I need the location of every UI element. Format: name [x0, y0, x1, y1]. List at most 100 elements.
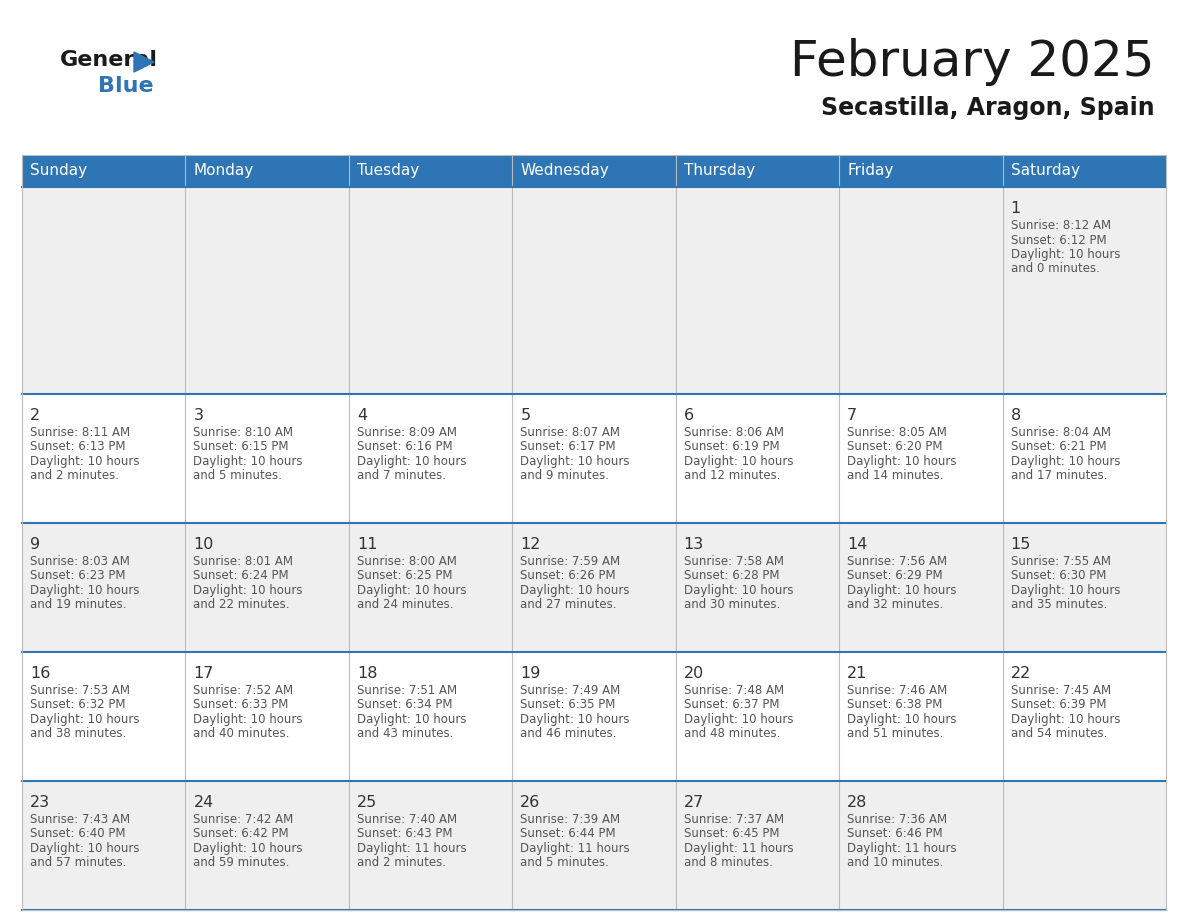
Text: and 24 minutes.: and 24 minutes.: [356, 599, 454, 611]
Text: Sunset: 6:32 PM: Sunset: 6:32 PM: [30, 699, 126, 711]
Text: Sunset: 6:39 PM: Sunset: 6:39 PM: [1011, 699, 1106, 711]
Text: Daylight: 10 hours: Daylight: 10 hours: [1011, 248, 1120, 261]
Text: and 35 minutes.: and 35 minutes.: [1011, 599, 1107, 611]
Text: Daylight: 10 hours: Daylight: 10 hours: [847, 584, 956, 597]
Text: Wednesday: Wednesday: [520, 163, 609, 178]
Text: Sunset: 6:19 PM: Sunset: 6:19 PM: [684, 440, 779, 453]
Text: Daylight: 11 hours: Daylight: 11 hours: [520, 842, 630, 855]
Text: and 57 minutes.: and 57 minutes.: [30, 856, 126, 869]
Text: Sunset: 6:45 PM: Sunset: 6:45 PM: [684, 827, 779, 840]
Text: Sunrise: 7:56 AM: Sunrise: 7:56 AM: [847, 554, 947, 567]
Text: and 54 minutes.: and 54 minutes.: [1011, 727, 1107, 740]
Text: and 14 minutes.: and 14 minutes.: [847, 469, 943, 482]
Text: and 32 minutes.: and 32 minutes.: [847, 599, 943, 611]
Text: Daylight: 10 hours: Daylight: 10 hours: [1011, 454, 1120, 467]
Text: Sunrise: 8:06 AM: Sunrise: 8:06 AM: [684, 426, 784, 439]
Text: Sunrise: 8:00 AM: Sunrise: 8:00 AM: [356, 554, 456, 567]
Text: and 7 minutes.: and 7 minutes.: [356, 469, 446, 482]
Text: 12: 12: [520, 537, 541, 552]
Text: 1: 1: [1011, 201, 1020, 216]
Text: and 8 minutes.: and 8 minutes.: [684, 856, 772, 869]
Text: Sunset: 6:42 PM: Sunset: 6:42 PM: [194, 827, 289, 840]
Text: Sunset: 6:25 PM: Sunset: 6:25 PM: [356, 569, 453, 582]
Text: 22: 22: [1011, 666, 1031, 681]
Text: Sunrise: 7:45 AM: Sunrise: 7:45 AM: [1011, 684, 1111, 697]
Text: Sunrise: 7:40 AM: Sunrise: 7:40 AM: [356, 813, 457, 826]
Text: Sunset: 6:16 PM: Sunset: 6:16 PM: [356, 440, 453, 453]
Text: Sunset: 6:43 PM: Sunset: 6:43 PM: [356, 827, 453, 840]
Text: Daylight: 10 hours: Daylight: 10 hours: [30, 584, 139, 597]
Text: General: General: [61, 50, 158, 70]
Text: 6: 6: [684, 408, 694, 422]
Text: 7: 7: [847, 408, 858, 422]
Text: Sunset: 6:46 PM: Sunset: 6:46 PM: [847, 827, 943, 840]
Text: Sunset: 6:35 PM: Sunset: 6:35 PM: [520, 699, 615, 711]
Text: and 43 minutes.: and 43 minutes.: [356, 727, 454, 740]
Text: 10: 10: [194, 537, 214, 552]
Text: Sunset: 6:30 PM: Sunset: 6:30 PM: [1011, 569, 1106, 582]
Text: Sunrise: 7:51 AM: Sunrise: 7:51 AM: [356, 684, 457, 697]
Text: Sunrise: 8:10 AM: Sunrise: 8:10 AM: [194, 426, 293, 439]
Text: 20: 20: [684, 666, 704, 681]
Text: Sunrise: 7:52 AM: Sunrise: 7:52 AM: [194, 684, 293, 697]
Text: Sunrise: 7:42 AM: Sunrise: 7:42 AM: [194, 813, 293, 826]
Text: 4: 4: [356, 408, 367, 422]
Text: Sunrise: 7:43 AM: Sunrise: 7:43 AM: [30, 813, 131, 826]
Text: 16: 16: [30, 666, 50, 681]
Text: Sunrise: 7:55 AM: Sunrise: 7:55 AM: [1011, 554, 1111, 567]
Text: Sunset: 6:20 PM: Sunset: 6:20 PM: [847, 440, 942, 453]
Text: Daylight: 10 hours: Daylight: 10 hours: [847, 712, 956, 726]
Text: Sunset: 6:23 PM: Sunset: 6:23 PM: [30, 569, 126, 582]
Text: Thursday: Thursday: [684, 163, 754, 178]
Text: Sunrise: 7:58 AM: Sunrise: 7:58 AM: [684, 554, 784, 567]
Text: Sunrise: 7:53 AM: Sunrise: 7:53 AM: [30, 684, 129, 697]
Text: Daylight: 11 hours: Daylight: 11 hours: [847, 842, 956, 855]
Text: and 46 minutes.: and 46 minutes.: [520, 727, 617, 740]
Text: Daylight: 10 hours: Daylight: 10 hours: [520, 584, 630, 597]
Polygon shape: [134, 52, 154, 72]
Text: Daylight: 10 hours: Daylight: 10 hours: [30, 712, 139, 726]
Text: Sunset: 6:13 PM: Sunset: 6:13 PM: [30, 440, 126, 453]
Text: and 10 minutes.: and 10 minutes.: [847, 856, 943, 869]
Text: and 2 minutes.: and 2 minutes.: [30, 469, 119, 482]
Text: Daylight: 10 hours: Daylight: 10 hours: [684, 584, 794, 597]
FancyBboxPatch shape: [23, 187, 1165, 394]
Text: Sunset: 6:37 PM: Sunset: 6:37 PM: [684, 699, 779, 711]
FancyBboxPatch shape: [23, 394, 1165, 522]
Text: Sunset: 6:28 PM: Sunset: 6:28 PM: [684, 569, 779, 582]
Text: and 19 minutes.: and 19 minutes.: [30, 599, 126, 611]
Text: 15: 15: [1011, 537, 1031, 552]
Text: Sunrise: 8:12 AM: Sunrise: 8:12 AM: [1011, 219, 1111, 232]
Text: Daylight: 10 hours: Daylight: 10 hours: [194, 712, 303, 726]
Text: Sunrise: 7:59 AM: Sunrise: 7:59 AM: [520, 554, 620, 567]
Text: 23: 23: [30, 795, 50, 810]
Text: Daylight: 10 hours: Daylight: 10 hours: [194, 584, 303, 597]
Text: Daylight: 10 hours: Daylight: 10 hours: [194, 454, 303, 467]
Text: Daylight: 10 hours: Daylight: 10 hours: [684, 454, 794, 467]
Text: Sunrise: 8:05 AM: Sunrise: 8:05 AM: [847, 426, 947, 439]
Text: and 2 minutes.: and 2 minutes.: [356, 856, 446, 869]
Text: Sunset: 6:26 PM: Sunset: 6:26 PM: [520, 569, 615, 582]
Text: Tuesday: Tuesday: [356, 163, 419, 178]
Text: and 48 minutes.: and 48 minutes.: [684, 727, 781, 740]
Text: Sunset: 6:34 PM: Sunset: 6:34 PM: [356, 699, 453, 711]
Text: 11: 11: [356, 537, 378, 552]
Text: Sunset: 6:38 PM: Sunset: 6:38 PM: [847, 699, 942, 711]
FancyBboxPatch shape: [23, 155, 1165, 187]
FancyBboxPatch shape: [23, 652, 1165, 781]
Text: Sunset: 6:15 PM: Sunset: 6:15 PM: [194, 440, 289, 453]
Text: 27: 27: [684, 795, 704, 810]
Text: Blue: Blue: [97, 76, 153, 96]
Text: Daylight: 10 hours: Daylight: 10 hours: [684, 712, 794, 726]
Text: Sunrise: 7:48 AM: Sunrise: 7:48 AM: [684, 684, 784, 697]
Text: 21: 21: [847, 666, 867, 681]
Text: Friday: Friday: [847, 163, 893, 178]
Text: Sunset: 6:40 PM: Sunset: 6:40 PM: [30, 827, 126, 840]
FancyBboxPatch shape: [23, 522, 1165, 652]
Text: Sunrise: 7:39 AM: Sunrise: 7:39 AM: [520, 813, 620, 826]
Text: Sunrise: 7:37 AM: Sunrise: 7:37 AM: [684, 813, 784, 826]
Text: 25: 25: [356, 795, 377, 810]
Text: Sunrise: 8:11 AM: Sunrise: 8:11 AM: [30, 426, 131, 439]
Text: Sunset: 6:24 PM: Sunset: 6:24 PM: [194, 569, 289, 582]
Text: 17: 17: [194, 666, 214, 681]
